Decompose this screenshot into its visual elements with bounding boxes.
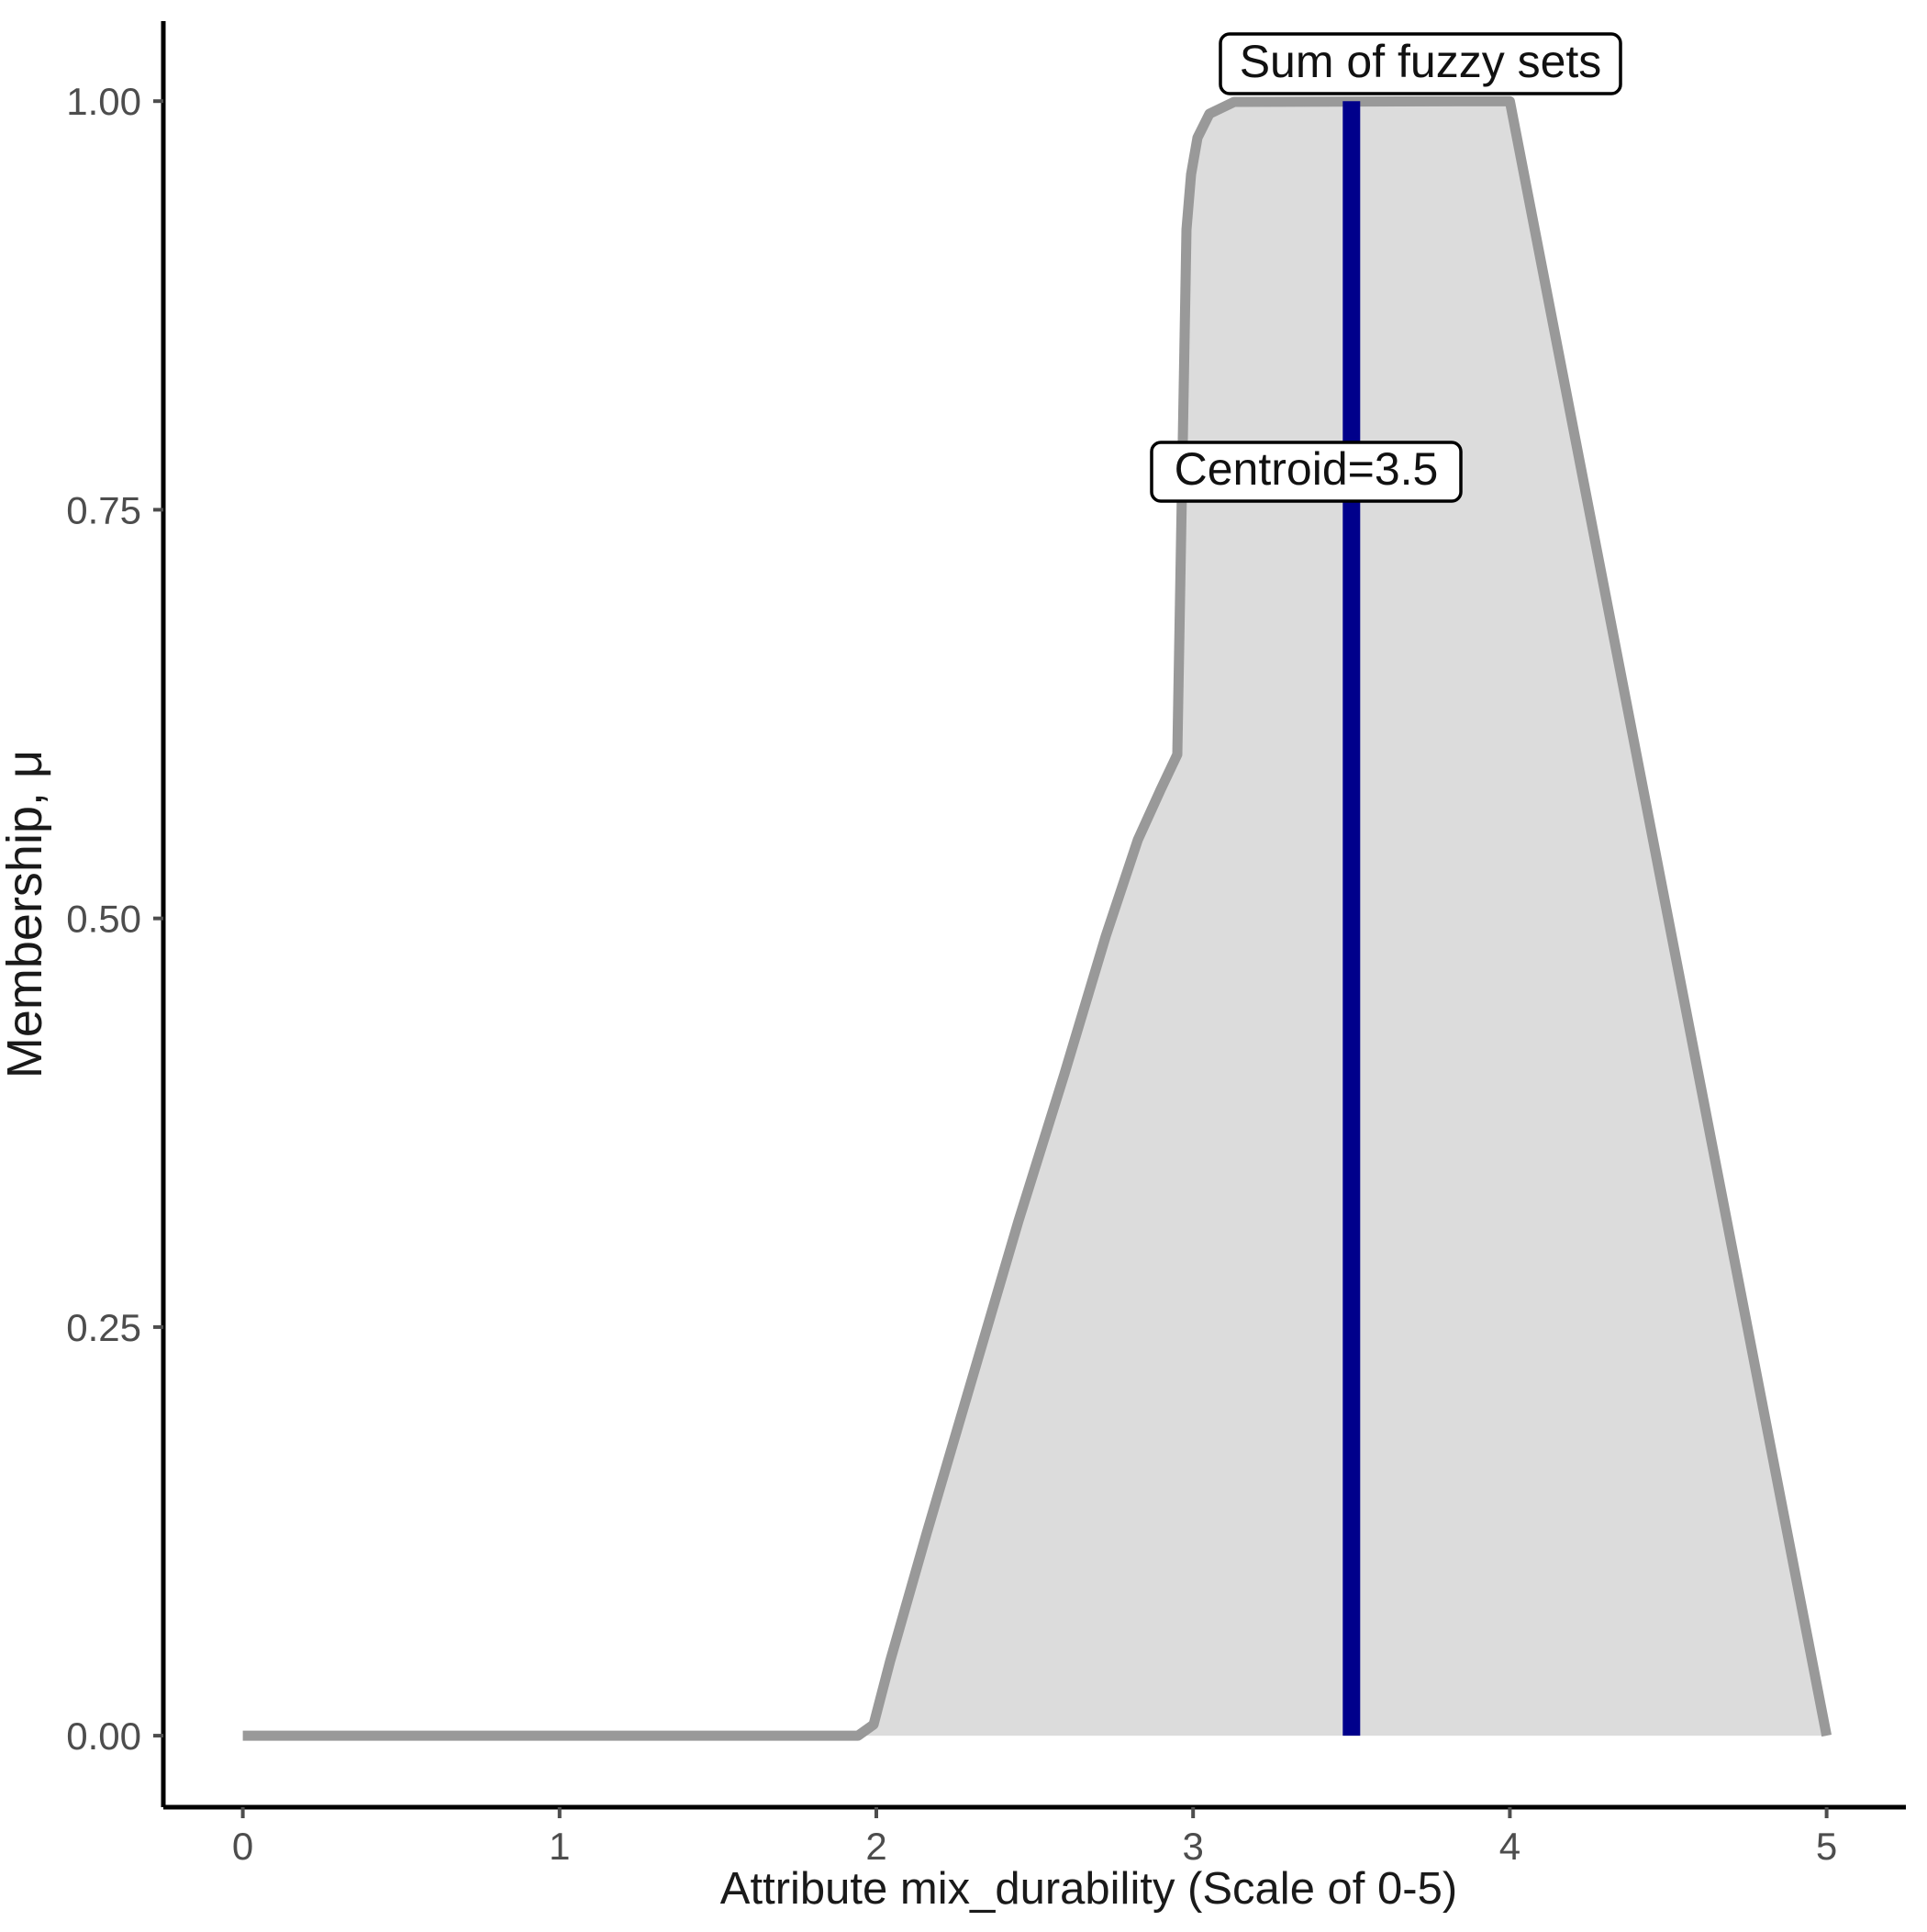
- svg-text:Sum of fuzzy sets: Sum of fuzzy sets: [1240, 36, 1602, 87]
- svg-text:Attribute mix_durability (Scal: Attribute mix_durability (Scale of 0-5): [720, 1864, 1457, 1914]
- svg-text:0.50: 0.50: [66, 898, 141, 941]
- svg-text:Membership, μ: Membership, μ: [0, 750, 52, 1078]
- svg-text:1: 1: [549, 1825, 570, 1868]
- svg-text:Centroid=3.5: Centroid=3.5: [1175, 443, 1439, 495]
- svg-text:5: 5: [1816, 1825, 1837, 1868]
- svg-text:4: 4: [1499, 1825, 1520, 1868]
- svg-text:0.25: 0.25: [66, 1306, 141, 1349]
- svg-text:1.00: 1.00: [66, 80, 141, 123]
- svg-text:0: 0: [232, 1825, 253, 1868]
- svg-text:0.75: 0.75: [66, 488, 141, 531]
- svg-text:0.00: 0.00: [66, 1714, 141, 1758]
- svg-text:2: 2: [865, 1825, 886, 1868]
- svg-text:3: 3: [1183, 1825, 1204, 1868]
